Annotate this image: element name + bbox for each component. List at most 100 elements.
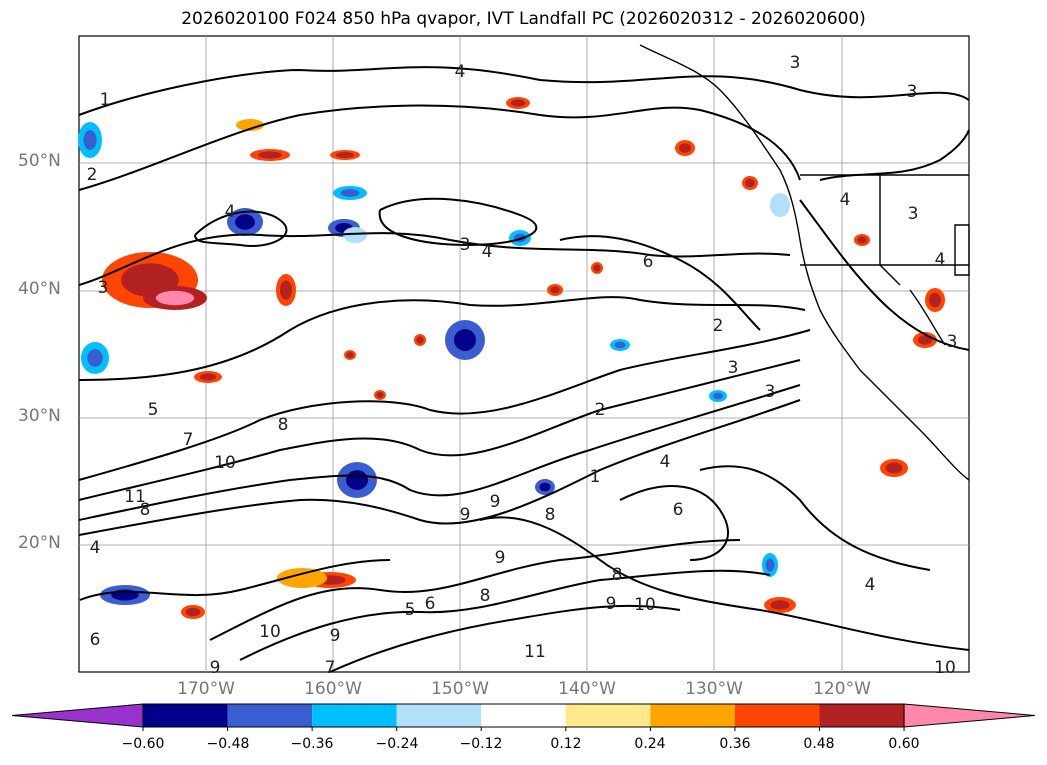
qvapor-patch-core — [346, 352, 354, 358]
contour-line — [78, 104, 801, 191]
colorbar-cell — [227, 704, 313, 727]
colorbar-cell — [312, 704, 397, 727]
contour-label: 3 — [947, 332, 958, 352]
contour-label: 1 — [590, 467, 601, 487]
qvapor-patch-core — [510, 99, 526, 107]
contour-label: 2 — [87, 165, 98, 185]
lon-label-160w: 160°W — [304, 679, 362, 699]
contour-label: 7 — [325, 658, 336, 678]
contour-label: 2 — [713, 316, 724, 336]
contour-line — [79, 559, 391, 601]
qvapor-patch-core — [765, 558, 775, 572]
lon-label-170w: 170°W — [177, 679, 235, 699]
contour-label: 11 — [124, 487, 146, 507]
colorbar-cell — [650, 704, 735, 727]
lon-label-130w: 130°W — [685, 679, 743, 699]
contour-line — [329, 604, 681, 673]
coastline — [639, 44, 970, 481]
contour-label: 8 — [612, 565, 623, 585]
contour-label: 8 — [278, 415, 289, 435]
colorbar-tick: −0.48 — [206, 736, 250, 752]
colorbar-tick: −0.24 — [375, 736, 419, 752]
contour-label: 5 — [148, 400, 159, 420]
qvapor-patch-core — [416, 336, 424, 344]
colorbar-cell — [396, 704, 482, 727]
lon-label-150w: 150°W — [431, 679, 489, 699]
contour-line — [239, 569, 771, 661]
lat-label-40n: 40°N — [18, 279, 61, 299]
colorbar-tick: −0.12 — [459, 736, 503, 752]
colorbar-cell — [734, 704, 820, 727]
qvapor-patch-core — [917, 335, 933, 345]
coastline-segment — [639, 44, 970, 481]
ivt-contours — [78, 66, 970, 673]
contour-label: 3 — [908, 204, 919, 224]
contour-label: 3 — [765, 382, 776, 402]
contour-label: 4 — [482, 242, 493, 262]
contour-label: 9 — [210, 658, 221, 678]
lat-label-20n: 20°N — [18, 533, 61, 553]
contour-label: 3 — [98, 278, 109, 298]
contour-line — [619, 485, 730, 561]
qvapor-patch-core — [713, 392, 723, 400]
colorbar-tick: 0.60 — [888, 736, 920, 752]
contour-label: 4 — [660, 452, 671, 472]
colorbar-tick: 0.48 — [803, 736, 835, 752]
contour-label: 8 — [545, 505, 556, 525]
contour-label: 7 — [183, 430, 194, 450]
contour-label: 6 — [425, 594, 436, 614]
contour-label: 10 — [214, 453, 236, 473]
contour-label: 9 — [606, 594, 617, 614]
contour-label: 8 — [140, 500, 151, 520]
qvapor-patch-core — [745, 178, 755, 188]
colorbar-cell — [565, 704, 651, 727]
qvapor-patch-core — [235, 214, 255, 230]
gridlines — [79, 36, 969, 672]
qvapor-patch — [343, 227, 367, 243]
contour-label: 2 — [595, 400, 606, 420]
contour-line — [78, 296, 806, 381]
colorbar-tick: −0.36 — [290, 736, 334, 752]
contour-label: 6 — [643, 252, 654, 272]
qvapor-patch-core — [593, 264, 601, 272]
qvapor-patch — [277, 568, 327, 588]
contour-line — [699, 465, 931, 571]
qvapor-patch-core — [679, 143, 691, 153]
contour-label: 3 — [907, 82, 918, 102]
contour-line — [194, 210, 288, 247]
contour-label: 9 — [495, 548, 506, 568]
qvapor-patch-core — [614, 341, 626, 349]
contour-label: 4 — [225, 202, 236, 222]
qvapor-patch-core — [885, 462, 903, 474]
contour-label: 6 — [673, 500, 684, 520]
qvapor-patch-core — [539, 482, 551, 492]
qvapor-patch-core — [376, 392, 384, 398]
contour-label: 4 — [90, 538, 101, 558]
contour-label: 5 — [405, 600, 416, 620]
contour-label: 3 — [728, 358, 739, 378]
contour-label: 3 — [790, 53, 801, 73]
qvapor-patch — [236, 119, 264, 131]
contour-label: 11 — [524, 642, 546, 662]
contour-label: 6 — [90, 630, 101, 650]
qvapor-patch-core — [340, 189, 360, 197]
colorbar-tick: 0.12 — [550, 736, 582, 752]
contour-line — [799, 199, 970, 351]
contour-label: 10 — [634, 595, 656, 615]
qvapor-patch-core — [199, 373, 217, 381]
qvapor-patch-core — [87, 349, 103, 367]
contour-line — [78, 66, 970, 116]
contour-label: 4 — [935, 250, 946, 270]
qvapor-patch-core — [155, 290, 195, 306]
contour-label: 9 — [490, 492, 501, 512]
contour-line — [78, 399, 801, 536]
colorbar-extend-low — [11, 703, 144, 728]
lon-label-120w: 120°W — [813, 679, 871, 699]
colorbar-cell — [481, 704, 566, 727]
contour-label: 10 — [259, 622, 281, 642]
colorbar-tick: −0.60 — [121, 736, 165, 752]
coastline-segment — [879, 264, 901, 286]
